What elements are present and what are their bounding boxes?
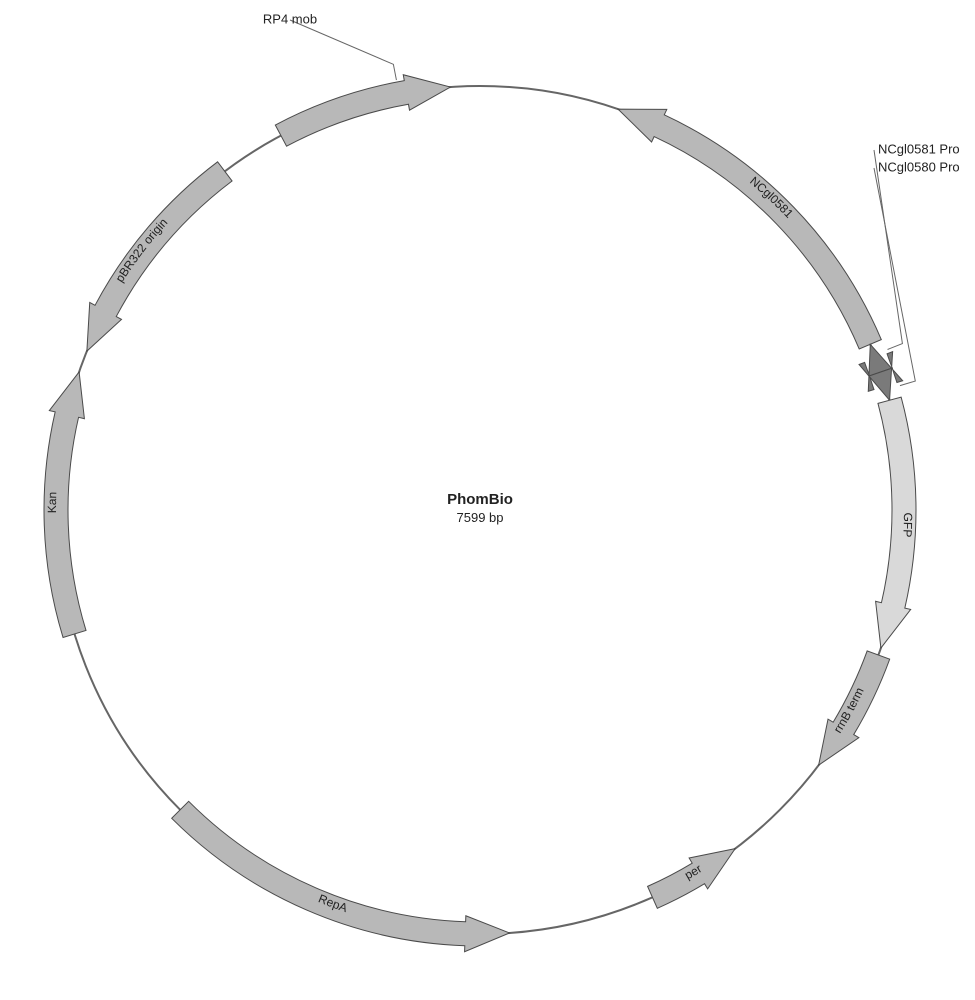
feature-label-kan: Kan: [45, 492, 59, 514]
feature-label-rp4mob: RP4 mob: [263, 11, 317, 26]
plasmid-name: PhomBio: [447, 491, 513, 508]
leader-ncgl0581pro: [874, 150, 902, 349]
feature-pbr322: [87, 162, 232, 351]
leader-ncgl0580pro: [874, 168, 915, 386]
leader-rp4mob: [290, 20, 396, 80]
feature-repa: [172, 801, 510, 951]
plasmid-map: RP4 mobNCgl0581NCgl0581 ProNCgl0580 ProG…: [0, 0, 975, 1000]
feature-label-gfp: GFP: [900, 512, 915, 537]
plasmid-size: 7599 bp: [457, 510, 504, 525]
feature-rp4mob: [275, 75, 450, 147]
plasmid-svg: RP4 mobNCgl0581NCgl0581 ProNCgl0580 ProG…: [0, 0, 975, 1000]
feature-label-ncgl0581pro: NCgl0581 Pro: [878, 141, 960, 156]
feature-ncgl0581: [618, 109, 881, 349]
feature-label-ncgl0580pro: NCgl0580 Pro: [878, 159, 960, 174]
